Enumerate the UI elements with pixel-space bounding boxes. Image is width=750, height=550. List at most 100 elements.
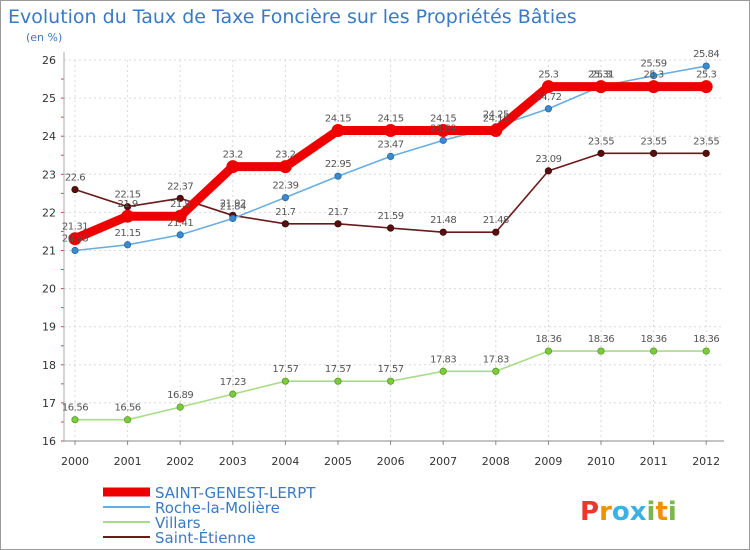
data-point-saint-etienne <box>176 194 184 202</box>
data-point-saint-genest-lerpt <box>436 123 450 137</box>
data-label-roche-la-moliere: 25.84 <box>693 49 719 60</box>
data-point-villars <box>492 367 500 375</box>
data-label-saint-genest-lerpt: 21.9 <box>117 199 137 210</box>
data-label-saint-etienne: 21.59 <box>378 211 404 222</box>
data-label-roche-la-moliere: 23.89 <box>430 123 456 134</box>
data-point-saint-etienne <box>702 149 710 157</box>
data-point-saint-genest-lerpt <box>173 209 187 223</box>
logo-letter: i <box>647 497 656 527</box>
data-point-villars <box>229 390 237 398</box>
data-label-saint-genest-lerpt: 23.2 <box>223 150 243 161</box>
legend-label-saint-etienne: Saint-Étienne <box>155 528 256 547</box>
data-point-roche-la-moliere <box>544 105 553 113</box>
data-point-saint-genest-lerpt <box>121 209 135 223</box>
x-tick-label: 2008 <box>482 455 510 468</box>
legend-label-villars: Villars <box>155 514 201 532</box>
data-label-villars: 18.36 <box>693 334 719 345</box>
data-labels: 22.6 22.15 22.37 21.92 21.7 21.7 21.59 21.48 21.… <box>62 49 720 414</box>
logo-letter: t <box>655 497 667 527</box>
data-label-saint-genest-lerpt: 23.2 <box>275 150 295 161</box>
data-point-villars <box>124 416 132 424</box>
data-point-saint-genest-lerpt <box>594 80 608 94</box>
data-label-saint-genest-lerpt: 21.31 <box>62 222 88 233</box>
data-label-saint-etienne: 23.55 <box>588 136 614 147</box>
data-label-villars: 17.57 <box>325 364 351 375</box>
data-point-saint-genest-lerpt <box>278 160 292 174</box>
y-tick-label: 20 <box>42 283 56 296</box>
chart-title: Evolution du Taux de Taxe Foncière sur l… <box>8 6 577 28</box>
data-label-roche-la-moliere: 21.15 <box>115 228 141 239</box>
proxiti-logo: Proxiti <box>580 497 677 527</box>
data-point-roche-la-moliere <box>124 241 132 249</box>
data-point-saint-genest-lerpt <box>541 80 555 94</box>
data-label-roche-la-moliere: 20.98 <box>62 234 88 245</box>
data-label-villars: 18.36 <box>588 334 614 345</box>
y-tick-label: 21 <box>42 245 56 258</box>
data-label-roche-la-moliere: 25.31 <box>588 69 614 80</box>
data-label-villars: 17.83 <box>483 354 509 365</box>
data-point-roche-la-moliere <box>281 193 289 202</box>
data-label-roche-la-moliere: 25.59 <box>641 59 667 70</box>
data-label-saint-genest-lerpt: 25.3 <box>643 70 663 81</box>
y-tick-label: 19 <box>42 321 56 334</box>
logo-letter: P <box>580 497 599 527</box>
data-point-saint-etienne <box>386 224 395 232</box>
data-point-saint-genest-lerpt <box>699 80 713 94</box>
x-tick-label: 2011 <box>640 455 668 468</box>
data-label-saint-etienne: 23.55 <box>693 136 719 147</box>
data-label-roche-la-moliere: 23.47 <box>378 139 404 150</box>
x-tick-label: 2012 <box>692 455 720 468</box>
data-point-saint-genest-lerpt <box>489 123 503 137</box>
x-tick-label: 2010 <box>587 455 615 468</box>
x-tick-label: 2001 <box>114 455 142 468</box>
data-label-saint-genest-lerpt: 25.3 <box>696 70 716 81</box>
data-point-roche-la-moliere <box>229 214 237 223</box>
data-label-saint-etienne: 23.09 <box>535 154 561 165</box>
data-label-villars: 17.83 <box>430 354 456 365</box>
x-tick-label: 2003 <box>219 455 247 468</box>
data-label-saint-genest-lerpt: 24.15 <box>430 113 456 124</box>
y-tick-label: 16 <box>42 435 56 448</box>
y-tick-label: 18 <box>42 359 56 372</box>
data-point-saint-etienne <box>492 228 500 236</box>
data-point-saint-genest-lerpt <box>647 80 661 94</box>
logo-letter: x <box>630 497 647 527</box>
data-label-villars: 16.56 <box>115 403 141 414</box>
data-label-roche-la-moliere: 21.84 <box>220 201 246 212</box>
chart-subtitle: (en %) <box>26 31 62 44</box>
y-tick-label: 26 <box>42 54 56 67</box>
data-point-villars <box>439 367 447 375</box>
logo-letter: o <box>612 497 630 527</box>
data-point-saint-etienne <box>71 185 79 194</box>
data-label-saint-etienne: 21.92 <box>220 198 246 209</box>
y-tick-label: 24 <box>42 130 56 143</box>
data-label-villars: 18.36 <box>535 334 561 345</box>
y-tick-label: 23 <box>42 168 56 181</box>
data-point-saint-etienne <box>334 220 342 228</box>
series-lines <box>68 62 713 424</box>
data-point-saint-etienne <box>281 220 289 228</box>
data-point-villars <box>597 347 605 355</box>
data-point-villars <box>544 347 553 355</box>
data-label-saint-etienne: 22.15 <box>115 190 141 201</box>
legend: SAINT-GENEST-LERPTRoche-la-MolièreVillar… <box>103 484 316 547</box>
x-tick-label: 2002 <box>166 455 194 468</box>
data-label-villars: 17.57 <box>272 364 298 375</box>
data-label-villars: 17.23 <box>220 377 246 388</box>
data-point-saint-genest-lerpt <box>226 160 240 174</box>
data-label-roche-la-moliere: 21.41 <box>167 218 193 229</box>
data-point-villars <box>281 377 289 385</box>
data-label-saint-genest-lerpt: 24.15 <box>378 113 404 124</box>
data-point-villars <box>386 377 395 385</box>
data-label-saint-genest-lerpt: 24.15 <box>325 113 351 124</box>
data-point-villars <box>334 377 342 385</box>
data-label-villars: 18.36 <box>641 334 667 345</box>
x-tick-label: 2007 <box>429 455 457 468</box>
data-point-roche-la-moliere <box>176 231 184 239</box>
data-point-roche-la-moliere <box>334 172 342 180</box>
data-point-villars <box>649 347 658 355</box>
data-label-villars: 17.57 <box>378 364 404 375</box>
data-point-roche-la-moliere <box>702 62 710 70</box>
